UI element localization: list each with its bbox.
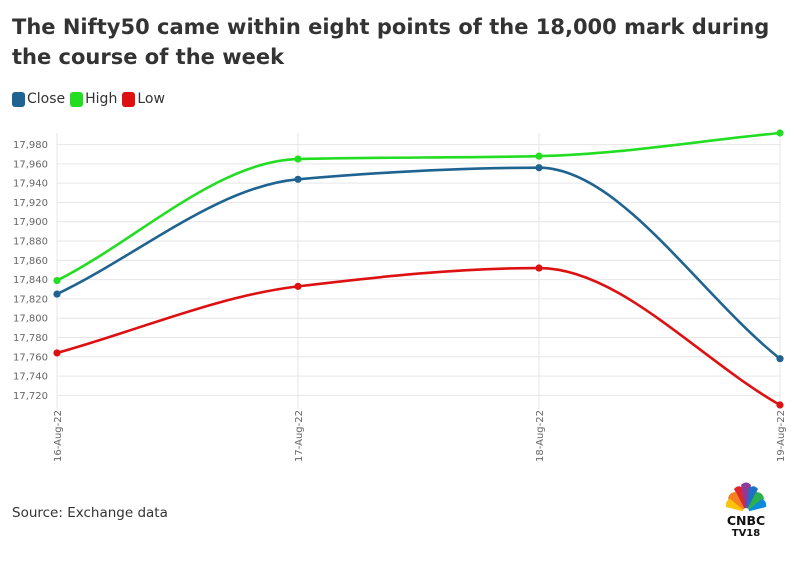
data-point-close (535, 164, 543, 172)
logo-text-tv18: TV18 (732, 528, 761, 538)
y-tick-label: 17,760 (13, 352, 48, 363)
data-point-low (294, 282, 302, 290)
data-point-low (53, 349, 61, 357)
x-tick-label: 18-Aug-22 (535, 410, 546, 462)
peacock-icon (725, 482, 767, 514)
x-axis-ticks: 16-Aug-22 17-Aug-22 18-Aug-22 19-Aug-22 (53, 410, 787, 462)
legend-label-high: High (85, 91, 118, 107)
data-point-close (776, 355, 784, 363)
legend-label-low: Low (137, 91, 165, 107)
logo-text-cnbc: CNBC (727, 513, 765, 528)
gridlines (56, 133, 781, 409)
legend-swatch-high (70, 91, 84, 107)
y-tick-label: 17,960 (13, 159, 48, 170)
y-tick-label: 17,880 (13, 237, 48, 248)
y-tick-label: 17,840 (13, 275, 48, 286)
y-tick-label: 17,900 (13, 217, 48, 228)
line-chart: 17,720 17,740 17,760 17,780 17,800 17,820 17,8… (13, 129, 787, 462)
chart-title: The Nifty50 came within eight points of … (12, 15, 770, 69)
y-axis-ticks: 17,720 17,740 17,760 17,780 17,800 17,820 17,8… (13, 140, 48, 402)
x-tick-label: 17-Aug-22 (294, 410, 305, 462)
source-note: Source: Exchange data (12, 505, 168, 521)
y-tick-label: 17,980 (13, 140, 48, 151)
series-lines (55, 131, 782, 407)
y-tick-label: 17,940 (13, 179, 48, 190)
series-line-low (55, 266, 782, 407)
x-tick-label: 19-Aug-22 (776, 410, 787, 462)
data-point-high (294, 155, 302, 163)
data-point-close (294, 175, 302, 183)
x-tick-label: 16-Aug-22 (53, 410, 64, 462)
data-point-high (535, 152, 543, 160)
legend-item-high[interactable]: High (70, 91, 117, 107)
y-tick-label: 17,860 (13, 256, 48, 267)
y-tick-label: 17,820 (13, 294, 48, 305)
y-tick-label: 17,920 (13, 198, 48, 209)
y-tick-label: 17,800 (13, 314, 48, 325)
data-point-high (53, 276, 61, 285)
legend-swatch-close (12, 91, 25, 107)
data-point-low (776, 401, 784, 409)
series-line-close (55, 166, 782, 361)
legend-item-low[interactable]: Low (122, 91, 165, 107)
y-tick-label: 17,780 (13, 333, 48, 344)
y-tick-label: 17,740 (13, 372, 48, 383)
legend-label-close: Close (27, 91, 66, 107)
legend-item-close[interactable]: Close (12, 91, 65, 107)
y-tick-label: 17,720 (13, 391, 48, 402)
series-line-high (55, 131, 782, 282)
data-point-low (535, 264, 543, 272)
series-points (53, 129, 784, 409)
data-point-close (53, 290, 61, 298)
legend-swatch-low (122, 91, 136, 107)
cnbc-tv18-logo: CNBC TV18 (725, 482, 767, 538)
legend: Close High Low (12, 89, 170, 109)
data-point-high (776, 129, 784, 137)
